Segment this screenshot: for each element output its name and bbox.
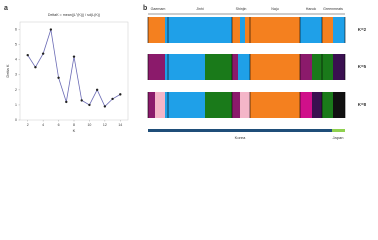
data-point [103,105,107,108]
row-label: K=5 [358,64,367,69]
group-label: Hanok [306,7,317,11]
x-tick-label: 8 [73,123,75,127]
data-point [26,53,29,57]
x-tick-label: 10 [87,123,91,127]
group-label: Naju [271,7,278,11]
row-label: K=2 [358,27,367,32]
ancestry-block [250,92,300,118]
x-tick-label: 12 [103,123,107,127]
region-bar [332,129,345,132]
y-axis-label: Delta K [5,64,10,77]
x-tick-label: 14 [118,123,122,127]
region-label: Japan [333,135,344,140]
data-point [88,103,91,107]
panel-label: b [143,5,147,12]
region-bar [148,129,332,132]
group-label: Gaemam [151,7,166,11]
ancestry-block [232,54,238,80]
ancestry-block [245,17,300,43]
ancestry-block [312,54,322,80]
x-tick-label: 6 [58,123,60,127]
y-tick-label: 6 [15,27,17,31]
y-tick-label: 2 [15,88,17,92]
y-tick-label: 0 [15,118,17,122]
ancestry-block [322,54,333,80]
group-label: Shinjin [236,7,247,11]
ancestry-block [322,17,333,43]
ancestry-block [155,92,165,118]
data-point [49,28,53,31]
group-label: Greenmeats [323,7,343,11]
ancestry-block [322,92,333,118]
data-point [111,97,114,101]
ancestry-block [148,92,155,118]
x-tick-label: 2 [27,123,29,127]
data-point [95,88,99,92]
region-label: Korea [235,135,246,140]
data-point [34,66,37,69]
y-tick-label: 4 [15,58,17,62]
data-point [57,76,60,79]
data-point [72,55,76,58]
y-tick-label: 1 [15,103,17,107]
y-tick-label: 3 [15,73,17,77]
ancestry-block [300,92,312,118]
y-tick-label: 5 [15,43,17,47]
ancestry-block [300,54,312,80]
ancestry-block [232,17,240,43]
data-point [41,52,45,55]
ancestry-block [312,92,322,118]
ancestry-block [250,54,300,80]
data-line [27,29,121,108]
ancestry-block [165,92,205,118]
ancestry-block [165,17,168,43]
ancestry-block [333,17,345,43]
ancestry-block [240,17,245,43]
panel-label: a [4,5,8,12]
row-label: K=8 [358,102,367,107]
figure: a DeltaK = mean(|L''(K)|) / sd(L(K)) K D… [4,5,367,140]
x-axis-label: K [73,128,76,133]
ancestry-block [300,17,322,43]
ancestry-block [205,54,232,80]
plot-frame [19,21,129,121]
group-label: Jinhi [196,7,204,11]
ancestry-block [240,92,250,118]
ancestry-block [165,54,205,80]
ancestry-block [232,92,240,118]
chart-title: DeltaK = mean(|L''(K)|) / sd(L(K)) [48,13,100,17]
ancestry-block [168,17,232,43]
ancestry-block [333,92,345,118]
ancestry-block [205,92,232,118]
ancestry-block [148,17,165,43]
data-point [119,93,122,96]
ancestry-block [148,54,165,80]
ancestry-block [333,54,345,80]
data-point [65,100,68,104]
x-tick-label: 4 [42,123,44,127]
data-point [80,99,83,102]
ancestry-block [238,54,250,80]
